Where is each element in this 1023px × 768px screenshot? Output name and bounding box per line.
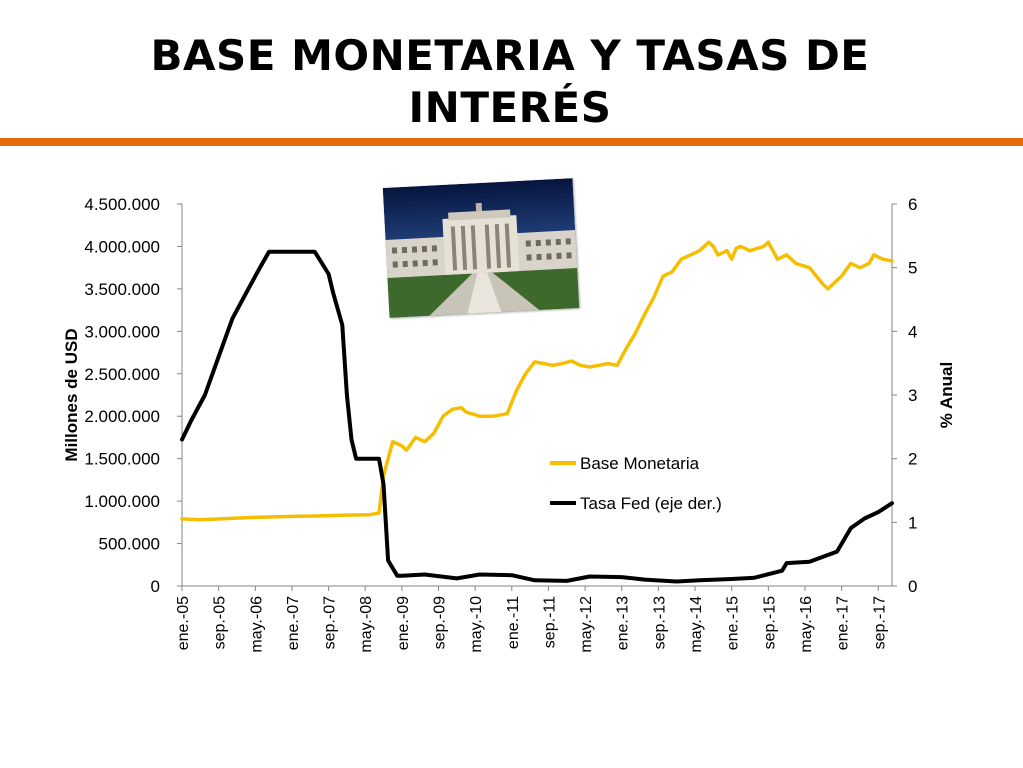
x-tick-label: sep.-11 <box>541 596 558 648</box>
right-tick-label: 1 <box>908 513 917 532</box>
left-tick-label: 1.500.000 <box>84 450 160 469</box>
base-monetaria-line <box>180 240 894 522</box>
x-axis-ticks: ene.-05 sep.-05 may.-06 ene.-07 sep.-07 may.-… <box>175 586 888 653</box>
legend-label: Tasa Fed (eje der.) <box>580 494 722 513</box>
left-tick-label: 3.500.000 <box>84 280 160 299</box>
x-tick-label: may.-14 <box>688 596 705 653</box>
chart-legend: Base Monetaria Tasa Fed (eje der.) <box>550 454 722 513</box>
x-tick-label: sep.-09 <box>432 596 449 649</box>
x-tick-label: ene.-05 <box>175 596 192 650</box>
x-tick-label: may.-16 <box>798 596 815 653</box>
left-tick-label: 4.500.000 <box>84 195 160 214</box>
x-tick-label: may.-06 <box>248 596 265 653</box>
left-axis-label: Millones de USD <box>62 328 81 461</box>
x-tick-label: ene.-07 <box>285 596 302 650</box>
title-divider <box>0 138 1023 146</box>
right-tick-label: 5 <box>908 259 917 278</box>
right-tick-label: 0 <box>908 577 917 596</box>
x-tick-label: sep.-07 <box>322 596 339 649</box>
x-tick-label: may.-10 <box>468 596 485 653</box>
x-tick-label: ene.-17 <box>835 596 852 650</box>
left-tick-label: 4.000.000 <box>84 237 160 256</box>
left-tick-label: 0 <box>151 577 160 596</box>
x-tick-label: ene.-15 <box>725 596 742 650</box>
slide-title: BASE MONETARIA Y TASAS DE INTERÉS <box>150 31 870 132</box>
right-tick-label: 3 <box>908 386 917 405</box>
right-axis-ticks: 0 1 2 3 4 5 6 <box>892 195 917 596</box>
left-axis-ticks: 0 500.000 1.000.000 1.500.000 2.000.000 2.500… <box>84 195 182 596</box>
x-tick-label: ene.-13 <box>615 596 632 650</box>
legend-label: Base Monetaria <box>580 454 700 473</box>
left-tick-label: 3.000.000 <box>84 322 160 341</box>
right-tick-label: 2 <box>908 450 917 469</box>
x-tick-label: ene.-11 <box>505 596 522 649</box>
left-tick-label: 2.500.000 <box>84 365 160 384</box>
series-layer <box>180 240 894 584</box>
x-tick-label: may.-12 <box>578 596 595 653</box>
federal-reserve-building-photo <box>382 178 580 318</box>
x-tick-label: may.-08 <box>358 596 375 653</box>
right-tick-label: 4 <box>908 322 917 341</box>
left-tick-label: 500.000 <box>99 535 160 554</box>
x-tick-label: sep.-13 <box>651 596 668 649</box>
right-tick-label: 6 <box>908 195 917 214</box>
left-tick-label: 2.000.000 <box>84 407 160 426</box>
right-axis-label: % Anual <box>937 362 956 428</box>
x-tick-label: sep.-05 <box>212 596 229 649</box>
x-tick-label: sep.-15 <box>761 596 778 649</box>
tasa-fed-line <box>180 249 894 584</box>
left-tick-label: 1.000.000 <box>84 492 160 511</box>
x-tick-label: ene.-09 <box>395 596 412 650</box>
x-tick-label: sep.-17 <box>871 596 888 649</box>
